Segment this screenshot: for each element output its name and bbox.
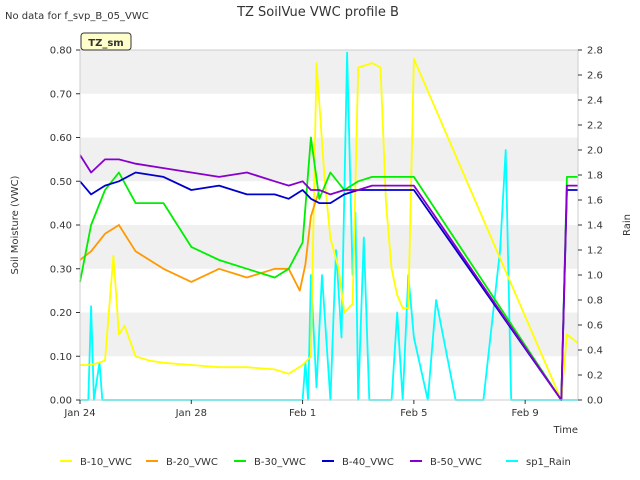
y2-tick-label: 2.8 (587, 46, 603, 57)
y-tick-label: 0.30 (50, 264, 72, 275)
series-line-b-50-vwc (79, 154, 578, 401)
y2-tick-label: 0.8 (587, 296, 603, 307)
no-data-note: No data for f_svp_B_05_VWC (5, 11, 149, 22)
right-axis: 0.0 0.2 0.4 0.6 0.8 1.0 1.2 1.4 1.6 1.8 2.0 2.2 2.4 2… (578, 46, 603, 407)
series-line-b-10-vwc (80, 57, 579, 401)
y-tick-label: 0.40 (50, 221, 72, 232)
x-tick-label: Jan 28 (175, 408, 207, 419)
legend: B-10_VWC B-20_VWC B-30_VWC B-40_VWC B-50_VWC… (60, 457, 571, 468)
grid-band (80, 312, 578, 357)
grid-band (80, 50, 578, 94)
x-axis: Jan 24 Jan 28 Feb 1 Feb 5 Feb 9 (63, 400, 539, 419)
series-line-b-20-vwc (79, 189, 321, 292)
x-axis-label: Time (553, 425, 578, 436)
x-tick-label: Feb 9 (512, 408, 539, 419)
series-line-b-40-vwc (79, 171, 578, 401)
x-tick-label: Jan 24 (63, 408, 95, 419)
legend-label: B-20_VWC (166, 457, 218, 468)
series-layer (79, 51, 579, 401)
x-tick-label: Feb 5 (400, 408, 427, 419)
y2-tick-label: 0.0 (587, 396, 603, 407)
y2-tick-label: 2.4 (587, 96, 603, 107)
y2-tick-label: 0.2 (587, 371, 603, 382)
legend-label: B-10_VWC (80, 457, 132, 468)
y-tick-label: 0.60 (50, 133, 72, 144)
legend-label: sp1_Rain (526, 457, 571, 468)
grid-bands (80, 50, 578, 400)
y2-tick-label: 1.8 (587, 171, 603, 182)
y-tick-label: 0.00 (50, 396, 72, 407)
legend-label: B-40_VWC (342, 457, 394, 468)
y-tick-label: 0.20 (50, 308, 72, 319)
y-tick-label: 0.50 (50, 177, 72, 188)
y-tick-label: 0.10 (50, 352, 72, 363)
y2-tick-label: 0.4 (587, 346, 603, 357)
y2-tick-label: 0.6 (587, 321, 603, 332)
y2-tick-label: 1.0 (587, 271, 603, 282)
y2-tick-label: 1.4 (587, 221, 603, 232)
y2-tick-label: 2.0 (587, 146, 603, 157)
station-badge: TZ_sm (80, 32, 132, 51)
legend-label: B-30_VWC (254, 457, 306, 468)
x-tick-label: Feb 1 (289, 408, 316, 419)
station-badge-label: TZ_sm (88, 38, 123, 49)
y-axis-label: Soil Moisture (VWC) (10, 175, 21, 274)
y2-axis-label: Rain (622, 214, 633, 236)
y2-tick-label: 2.6 (587, 71, 603, 82)
y2-tick-label: 1.6 (587, 196, 603, 207)
left-axis: 0.00 0.10 0.20 0.30 0.40 0.50 0.60 0.70 0.80 (50, 46, 80, 407)
y2-tick-label: 2.2 (587, 121, 603, 132)
y2-tick-label: 1.2 (587, 246, 603, 257)
legend-label: B-50_VWC (430, 457, 482, 468)
series-line-b-30-vwc (79, 136, 578, 401)
chart-title: TZ SoilVue VWC profile B (236, 5, 399, 20)
y-tick-label: 0.80 (50, 46, 72, 57)
y-tick-label: 0.70 (50, 89, 72, 100)
